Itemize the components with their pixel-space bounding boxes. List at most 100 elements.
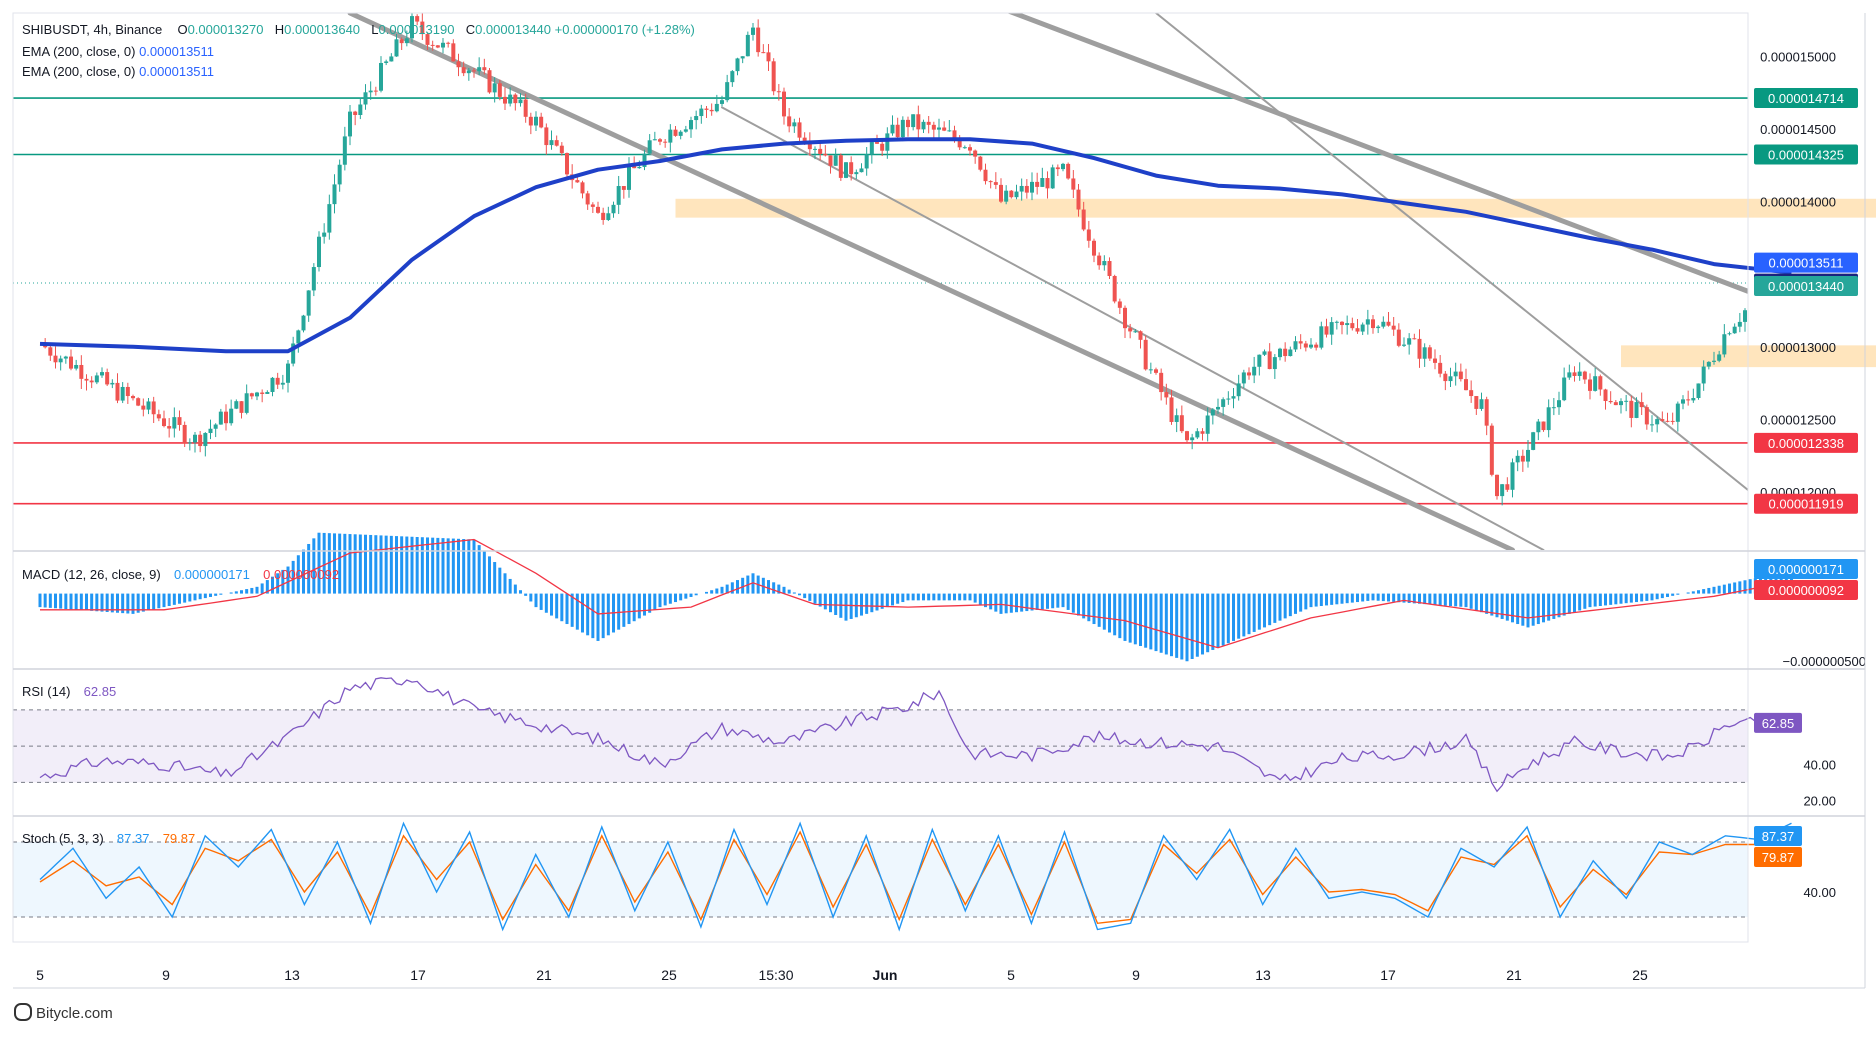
- candle-up: [1655, 419, 1659, 424]
- candle-up: [606, 213, 610, 220]
- candle-up: [963, 147, 967, 148]
- candle-up: [865, 154, 869, 168]
- candle-up: [1578, 372, 1582, 376]
- candle-down: [875, 142, 879, 144]
- candle-down: [1686, 399, 1690, 400]
- candle-up: [911, 114, 915, 127]
- candle-down: [674, 130, 678, 136]
- candle-down: [1123, 308, 1127, 328]
- candle-up: [1547, 407, 1551, 430]
- candle-up: [389, 56, 393, 61]
- candle-up: [95, 375, 99, 382]
- candle-up: [653, 139, 657, 140]
- candle-up: [1707, 362, 1711, 367]
- candle-up: [1697, 383, 1701, 398]
- candle-up: [922, 122, 926, 130]
- macd-legend: MACD (12, 26, close, 9) 0.000000171 0.00…: [22, 567, 339, 582]
- signal-value: 0.000000092: [263, 567, 339, 582]
- candle-down: [240, 401, 244, 413]
- candle-down: [663, 142, 667, 143]
- candle-down: [1433, 359, 1437, 363]
- stoch-title: Stoch (5, 3, 3): [22, 831, 104, 846]
- time-tick-label: 17: [410, 967, 426, 983]
- candle-up: [1195, 431, 1199, 437]
- candle-down: [1268, 351, 1272, 369]
- candle-up: [617, 186, 621, 205]
- candle-down: [457, 61, 461, 67]
- candle-down: [601, 213, 605, 220]
- time-tick-label: Jun: [873, 967, 898, 983]
- price-tick-label: 0.000013000: [1760, 340, 1836, 355]
- candle-down: [777, 91, 781, 92]
- candle-up: [1423, 347, 1427, 358]
- candle-up: [1691, 398, 1695, 400]
- candle-down: [1521, 456, 1525, 462]
- candle-up: [1511, 462, 1515, 489]
- ema2-label: EMA (200, close, 0): [22, 64, 135, 79]
- candle-down: [157, 414, 161, 418]
- candle-down: [167, 426, 171, 428]
- time-tick-label: 5: [1007, 967, 1015, 983]
- time-tick-label: 13: [1255, 967, 1271, 983]
- candle-up: [1376, 327, 1380, 328]
- candle-up: [281, 383, 285, 385]
- watermark-logo: Bitycle.com: [14, 1003, 113, 1022]
- stoch-d-value: 79.87: [163, 831, 196, 846]
- candle-down: [1490, 426, 1494, 475]
- candle-up: [1226, 399, 1230, 400]
- candle-up: [379, 63, 383, 91]
- candle-up: [327, 204, 331, 232]
- candle-up: [1278, 349, 1282, 357]
- ema2-value: 0.000013511: [139, 64, 214, 79]
- candle-down: [1283, 349, 1287, 356]
- candle-down: [1350, 323, 1354, 328]
- candle-down: [1604, 389, 1608, 401]
- candle-up: [1149, 369, 1153, 370]
- candle-up: [947, 130, 951, 131]
- candle-up: [550, 140, 554, 145]
- candle-up: [746, 35, 750, 56]
- candle-up: [74, 365, 78, 369]
- candle-up: [1500, 484, 1504, 496]
- candle-down: [126, 387, 130, 396]
- candle-up: [1552, 407, 1556, 408]
- candle-down: [994, 182, 998, 185]
- candle-up: [1273, 357, 1277, 369]
- candle-up: [302, 316, 306, 331]
- candle-up: [1516, 456, 1520, 463]
- candle-down: [1459, 372, 1463, 380]
- candle-up: [844, 162, 848, 178]
- candle-down: [1164, 392, 1168, 397]
- candle-down: [1139, 331, 1143, 340]
- candle-up: [1733, 327, 1737, 334]
- candle-down: [105, 372, 109, 384]
- candle-down: [787, 116, 791, 126]
- candle-up: [100, 372, 104, 375]
- candle-down: [1485, 399, 1489, 425]
- candle-down: [849, 162, 853, 174]
- candle-up: [1294, 341, 1298, 349]
- candle-up: [1242, 372, 1246, 383]
- candle-down: [276, 378, 280, 385]
- candle-up: [348, 112, 352, 137]
- candle-up: [1728, 333, 1732, 334]
- candle-up: [679, 132, 683, 136]
- candle-up: [1738, 322, 1742, 327]
- time-tick-label: 13: [284, 967, 300, 983]
- candle-down: [183, 425, 187, 443]
- candle-up: [1263, 351, 1267, 354]
- candle-up: [854, 172, 858, 174]
- candle-up: [1015, 192, 1019, 198]
- candle-up: [901, 120, 905, 137]
- candle-up: [1309, 345, 1313, 348]
- legend-symbol-row: SHIBUSDT, 4h, Binance O0.000013270 H0.00…: [22, 22, 695, 37]
- rsi-tick-label: 20.00: [1803, 794, 1836, 809]
- candle-up: [1562, 378, 1566, 401]
- price-tick-label: 0.000012500: [1760, 412, 1836, 427]
- candle-up: [364, 92, 368, 104]
- candle-down: [1614, 402, 1618, 405]
- candle-down: [446, 43, 450, 44]
- legend-ema1-row: EMA (200, close, 0) 0.000013511: [22, 44, 214, 59]
